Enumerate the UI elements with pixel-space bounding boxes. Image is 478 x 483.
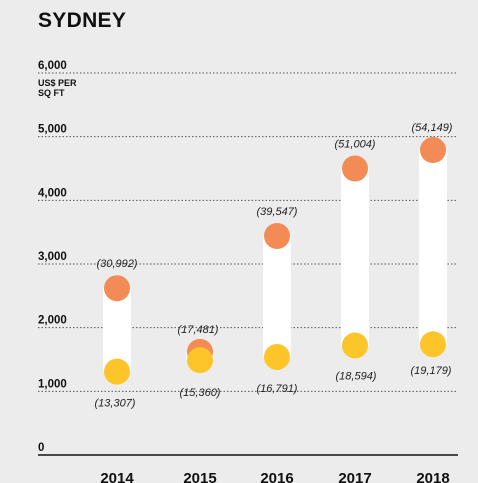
high-value-label: (54,149)	[412, 122, 453, 134]
chart-title: SYDNEY	[38, 9, 127, 32]
y-tick-label: 2,000	[38, 315, 67, 327]
x-category-label: 2015	[183, 470, 216, 483]
high-value-dot	[104, 275, 130, 302]
low-value-label: (15,360)	[180, 387, 221, 399]
x-category-label: 2016	[260, 470, 293, 483]
y-tick-label: 3,000	[38, 251, 67, 263]
range-bar	[103, 288, 131, 372]
high-value-label: (39,547)	[257, 206, 298, 218]
low-value-dot	[342, 332, 368, 359]
range-bar	[263, 235, 291, 357]
high-value-label: (17,481)	[178, 324, 219, 336]
x-category-label: 2014	[100, 470, 134, 483]
high-value-dot	[420, 137, 446, 164]
low-value-dot	[264, 343, 290, 370]
y-axis-label: US$ PER	[38, 78, 77, 88]
range-bar	[341, 168, 369, 346]
x-category-label: 2018	[416, 470, 449, 483]
y-axis-label-line2: SQ FT	[38, 88, 65, 98]
y-tick-label: 6,000	[38, 60, 67, 72]
low-value-label: (18,594)	[336, 370, 377, 382]
low-value-dot	[420, 331, 446, 358]
low-value-label: (13,307)	[95, 398, 136, 410]
range-bar	[419, 150, 447, 345]
low-value-dot	[187, 347, 213, 374]
low-value-dot	[104, 358, 130, 385]
y-tick-label: 1,000	[38, 378, 67, 390]
low-value-label: (19,179)	[411, 365, 452, 377]
x-category-label: 2017	[338, 470, 371, 483]
y-tick-label: 0	[38, 442, 44, 454]
high-value-dot	[342, 155, 368, 182]
high-value-label: (51,004)	[335, 139, 376, 151]
high-value-label: (30,992)	[97, 258, 138, 270]
y-tick-label: 5,000	[38, 124, 67, 136]
low-value-label: (16,791)	[257, 383, 298, 395]
y-tick-label: 4,000	[38, 187, 67, 199]
high-value-dot	[264, 222, 290, 249]
